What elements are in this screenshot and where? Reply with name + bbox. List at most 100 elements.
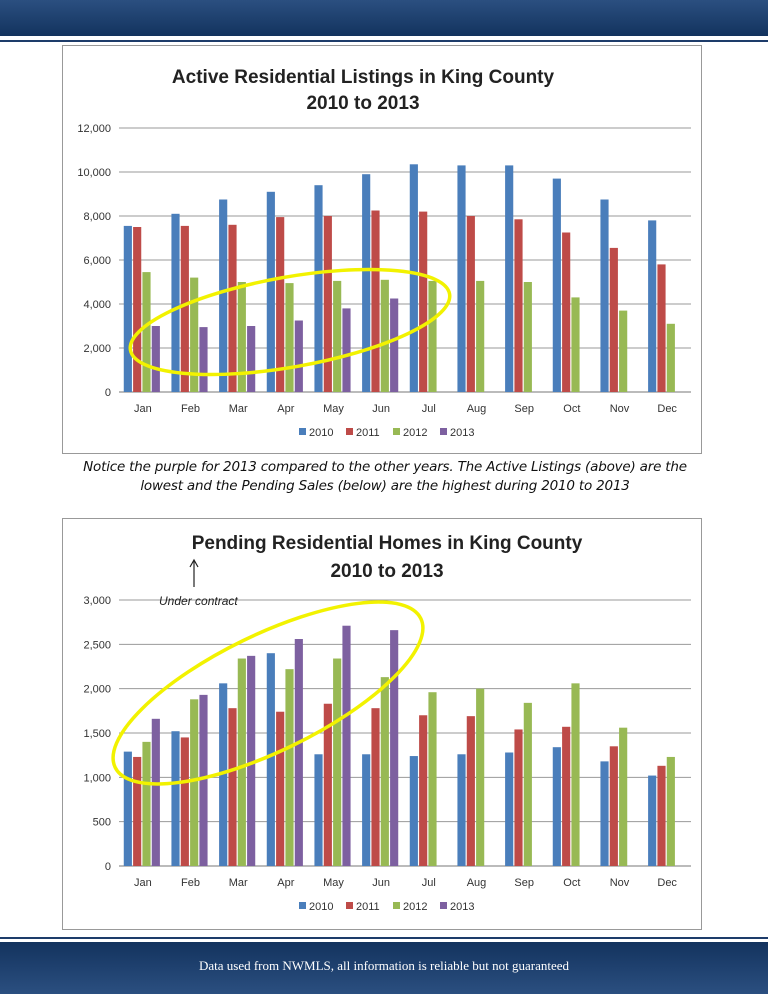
bar-2010-jun xyxy=(362,174,371,392)
bar-2011-apr xyxy=(276,217,285,392)
under-contract-annotation: Under contract xyxy=(159,594,238,608)
y-tick-label: 500 xyxy=(93,817,111,829)
bar-2011-jun xyxy=(371,210,380,392)
y-tick-label: 6,000 xyxy=(83,255,111,267)
x-tick-label: Sep xyxy=(514,403,534,415)
x-tick-label: Apr xyxy=(277,403,294,415)
x-tick-label: Jul xyxy=(422,403,436,415)
active-listings-chart: Active Residential Listings in King Coun… xyxy=(62,45,702,454)
bar-2010-apr xyxy=(266,653,275,866)
bar-2013-jan xyxy=(151,718,160,866)
legend-swatch-2011 xyxy=(346,428,353,435)
legend-swatch-2013 xyxy=(440,902,447,909)
x-tick-label: Feb xyxy=(181,877,200,889)
bar-2013-mar xyxy=(247,326,256,392)
chart-title: Active Residential Listings in King Coun… xyxy=(172,67,555,88)
bar-2011-jan xyxy=(133,227,142,392)
bar-2012-mar xyxy=(237,282,246,392)
x-tick-label: Oct xyxy=(563,403,580,415)
bar-2010-aug xyxy=(457,754,466,866)
bar-2013-apr xyxy=(294,320,303,392)
x-tick-label: Aug xyxy=(467,403,487,415)
pending-homes-chart: Pending Residential Homes in King County… xyxy=(62,518,702,930)
bar-2011-jan xyxy=(133,756,142,866)
footer-rule xyxy=(0,937,768,939)
bar-2012-oct xyxy=(571,683,580,866)
bar-2010-apr xyxy=(266,191,275,392)
bar-2012-jun xyxy=(380,279,389,392)
bar-2012-nov xyxy=(619,310,628,392)
legend-label: 2013 xyxy=(450,427,474,439)
bar-2011-mar xyxy=(228,708,237,866)
bar-2013-feb xyxy=(199,694,208,866)
active-listings-chart-svg: Active Residential Listings in King Coun… xyxy=(77,67,691,439)
y-tick-label: 0 xyxy=(105,387,111,399)
x-tick-label: May xyxy=(323,403,344,415)
bar-2012-oct xyxy=(571,297,580,392)
bar-2012-jan xyxy=(142,272,151,392)
bar-2010-jun xyxy=(362,754,371,866)
bar-2013-may xyxy=(342,625,351,866)
bar-2011-jul xyxy=(419,715,428,866)
y-tick-label: 3,000 xyxy=(83,595,111,607)
legend-label: 2010 xyxy=(309,901,333,913)
x-tick-label: Mar xyxy=(229,403,248,415)
bar-2012-aug xyxy=(476,688,485,866)
y-tick-label: 2,500 xyxy=(83,639,111,651)
legend-swatch-2010 xyxy=(299,428,306,435)
y-tick-label: 12,000 xyxy=(77,123,111,135)
bar-2010-oct xyxy=(552,178,561,392)
bar-2010-jul xyxy=(409,756,418,866)
bar-2010-mar xyxy=(219,199,228,392)
legend-label: 2012 xyxy=(403,427,427,439)
bar-2012-feb xyxy=(190,699,199,866)
legend-swatch-2012 xyxy=(393,902,400,909)
pending-homes-chart-svg: Pending Residential Homes in King County… xyxy=(83,533,691,913)
bar-2012-jul xyxy=(428,280,437,392)
bar-2012-dec xyxy=(666,323,675,392)
header-rule xyxy=(0,40,768,42)
arrow-head-icon xyxy=(189,558,199,568)
bar-2011-may xyxy=(323,703,332,866)
bar-2010-jul xyxy=(409,164,418,392)
x-tick-label: Sep xyxy=(514,877,534,889)
bar-2012-sep xyxy=(523,702,532,866)
chart-title: 2010 to 2013 xyxy=(306,93,419,114)
bar-2012-sep xyxy=(523,282,532,392)
legend-label: 2011 xyxy=(356,901,380,913)
bar-2012-apr xyxy=(285,283,294,392)
x-tick-label: Jul xyxy=(422,877,436,889)
bar-2012-jul xyxy=(428,692,437,866)
bar-2010-nov xyxy=(600,199,609,392)
x-tick-label: Dec xyxy=(657,877,677,889)
y-tick-label: 8,000 xyxy=(83,211,111,223)
bar-2010-dec xyxy=(648,775,657,866)
footer-band xyxy=(0,942,768,994)
x-tick-label: Nov xyxy=(610,877,630,889)
bar-2013-jan xyxy=(151,326,160,392)
bar-2010-sep xyxy=(505,752,514,866)
x-tick-label: Feb xyxy=(181,403,200,415)
x-tick-label: Mar xyxy=(229,877,248,889)
bar-2012-jun xyxy=(380,677,389,866)
bar-2011-jun xyxy=(371,708,380,866)
y-tick-label: 4,000 xyxy=(83,299,111,311)
bar-2011-mar xyxy=(228,224,237,392)
header-band xyxy=(0,0,768,36)
bar-2013-apr xyxy=(294,639,303,866)
x-tick-label: Jan xyxy=(134,403,152,415)
x-tick-label: Jun xyxy=(372,403,390,415)
bar-2011-dec xyxy=(657,264,666,392)
bar-2010-may xyxy=(314,185,323,392)
legend-label: 2011 xyxy=(356,427,380,439)
y-tick-label: 1,000 xyxy=(83,772,111,784)
bar-2012-jan xyxy=(142,741,151,866)
legend-swatch-2013 xyxy=(440,428,447,435)
bar-2011-may xyxy=(323,216,332,392)
bar-2011-aug xyxy=(466,716,475,866)
bar-2011-jul xyxy=(419,211,428,392)
bar-2011-oct xyxy=(562,726,571,866)
chart-title: Pending Residential Homes in King County xyxy=(192,533,583,554)
bar-2012-may xyxy=(333,280,342,392)
bar-2012-may xyxy=(333,658,342,866)
